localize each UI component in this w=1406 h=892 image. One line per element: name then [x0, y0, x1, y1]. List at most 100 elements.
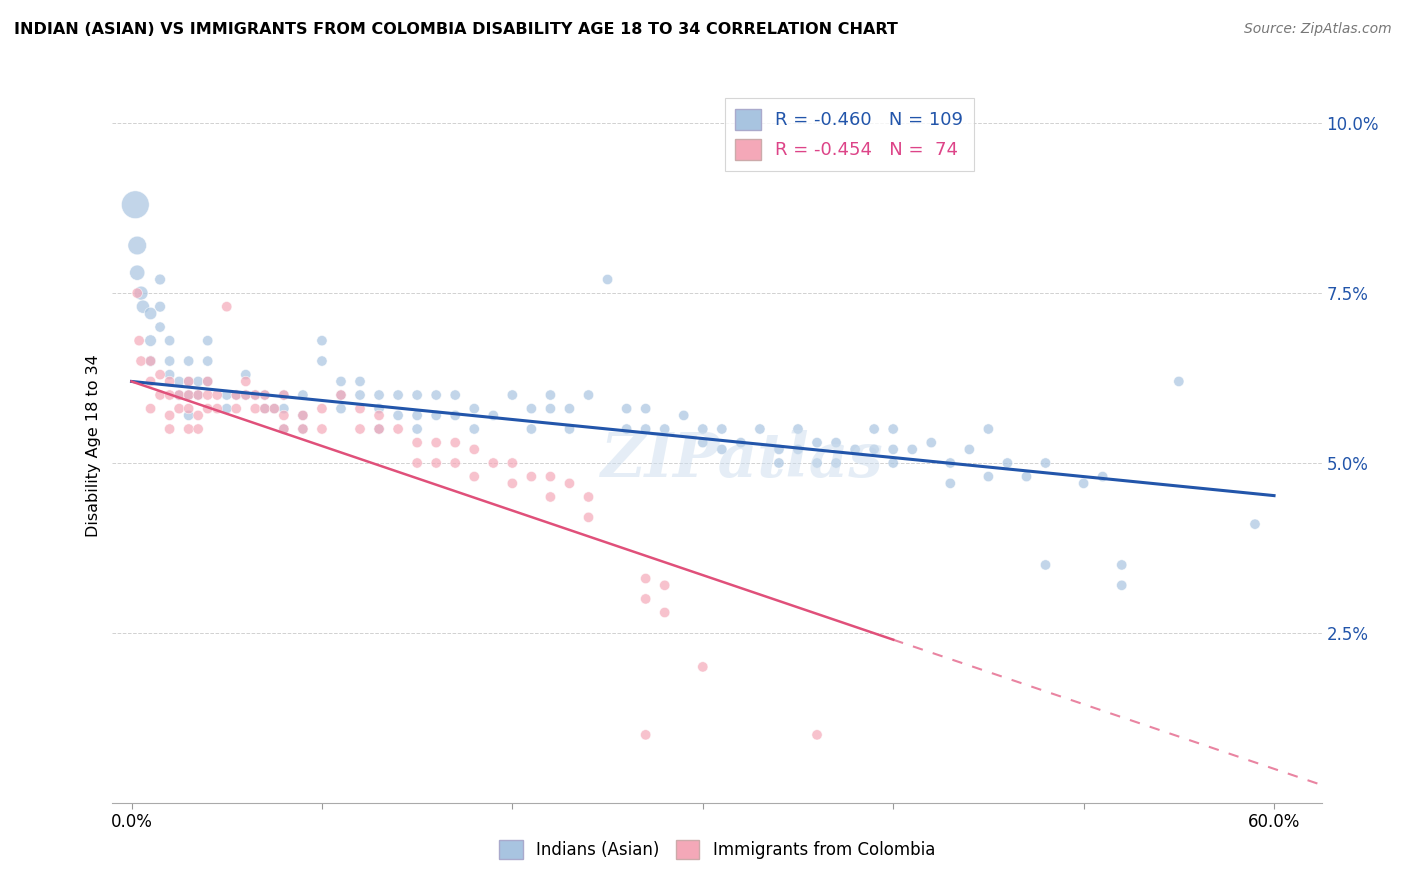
- Point: [654, 578, 676, 592]
- Point: [124, 198, 146, 212]
- Point: [1244, 517, 1267, 532]
- Point: [253, 388, 276, 402]
- Point: [349, 422, 371, 436]
- Point: [177, 422, 200, 436]
- Point: [149, 388, 172, 402]
- Point: [139, 306, 162, 320]
- Point: [139, 401, 162, 416]
- Point: [215, 300, 238, 314]
- Point: [139, 354, 162, 368]
- Point: [616, 401, 638, 416]
- Point: [177, 409, 200, 423]
- Point: [538, 401, 561, 416]
- Point: [197, 401, 219, 416]
- Point: [768, 442, 790, 457]
- Point: [235, 388, 257, 402]
- Point: [406, 422, 429, 436]
- Point: [920, 435, 942, 450]
- Point: [167, 401, 190, 416]
- Point: [139, 354, 162, 368]
- Point: [187, 375, 209, 389]
- Point: [187, 422, 209, 436]
- Point: [654, 422, 676, 436]
- Point: [225, 401, 247, 416]
- Point: [463, 422, 485, 436]
- Point: [425, 388, 447, 402]
- Point: [159, 368, 181, 382]
- Point: [149, 320, 172, 334]
- Point: [235, 368, 257, 382]
- Point: [197, 354, 219, 368]
- Point: [596, 272, 619, 286]
- Point: [654, 606, 676, 620]
- Point: [634, 728, 657, 742]
- Point: [425, 409, 447, 423]
- Point: [806, 435, 828, 450]
- Point: [806, 728, 828, 742]
- Point: [253, 401, 276, 416]
- Point: [406, 435, 429, 450]
- Point: [245, 401, 267, 416]
- Point: [263, 401, 285, 416]
- Point: [159, 334, 181, 348]
- Point: [139, 375, 162, 389]
- Point: [330, 375, 353, 389]
- Point: [368, 401, 391, 416]
- Point: [368, 409, 391, 423]
- Point: [149, 272, 172, 286]
- Point: [187, 388, 209, 402]
- Point: [368, 422, 391, 436]
- Legend: Indians (Asian), Immigrants from Colombia: Indians (Asian), Immigrants from Colombi…: [492, 833, 942, 866]
- Point: [349, 375, 371, 389]
- Point: [197, 375, 219, 389]
- Point: [149, 368, 172, 382]
- Point: [273, 409, 295, 423]
- Point: [139, 334, 162, 348]
- Point: [1035, 456, 1057, 470]
- Point: [844, 442, 866, 457]
- Point: [349, 388, 371, 402]
- Point: [634, 591, 657, 606]
- Point: [127, 238, 149, 252]
- Point: [825, 456, 848, 470]
- Point: [273, 401, 295, 416]
- Point: [444, 435, 467, 450]
- Point: [177, 375, 200, 389]
- Point: [463, 442, 485, 457]
- Point: [425, 456, 447, 470]
- Point: [882, 422, 904, 436]
- Point: [311, 401, 333, 416]
- Point: [311, 354, 333, 368]
- Point: [463, 401, 485, 416]
- Point: [187, 388, 209, 402]
- Point: [939, 476, 962, 491]
- Point: [330, 388, 353, 402]
- Point: [692, 435, 714, 450]
- Point: [616, 422, 638, 436]
- Point: [748, 422, 770, 436]
- Point: [291, 409, 314, 423]
- Point: [253, 401, 276, 416]
- Point: [387, 409, 409, 423]
- Point: [1111, 558, 1133, 572]
- Point: [425, 435, 447, 450]
- Point: [273, 388, 295, 402]
- Point: [482, 409, 505, 423]
- Point: [159, 354, 181, 368]
- Point: [882, 456, 904, 470]
- Point: [730, 435, 752, 450]
- Point: [768, 456, 790, 470]
- Point: [977, 469, 1000, 483]
- Point: [291, 422, 314, 436]
- Point: [167, 388, 190, 402]
- Point: [127, 266, 149, 280]
- Point: [672, 409, 695, 423]
- Point: [806, 456, 828, 470]
- Point: [177, 388, 200, 402]
- Point: [330, 401, 353, 416]
- Point: [205, 401, 228, 416]
- Point: [692, 422, 714, 436]
- Point: [311, 422, 333, 436]
- Point: [520, 469, 543, 483]
- Point: [997, 456, 1019, 470]
